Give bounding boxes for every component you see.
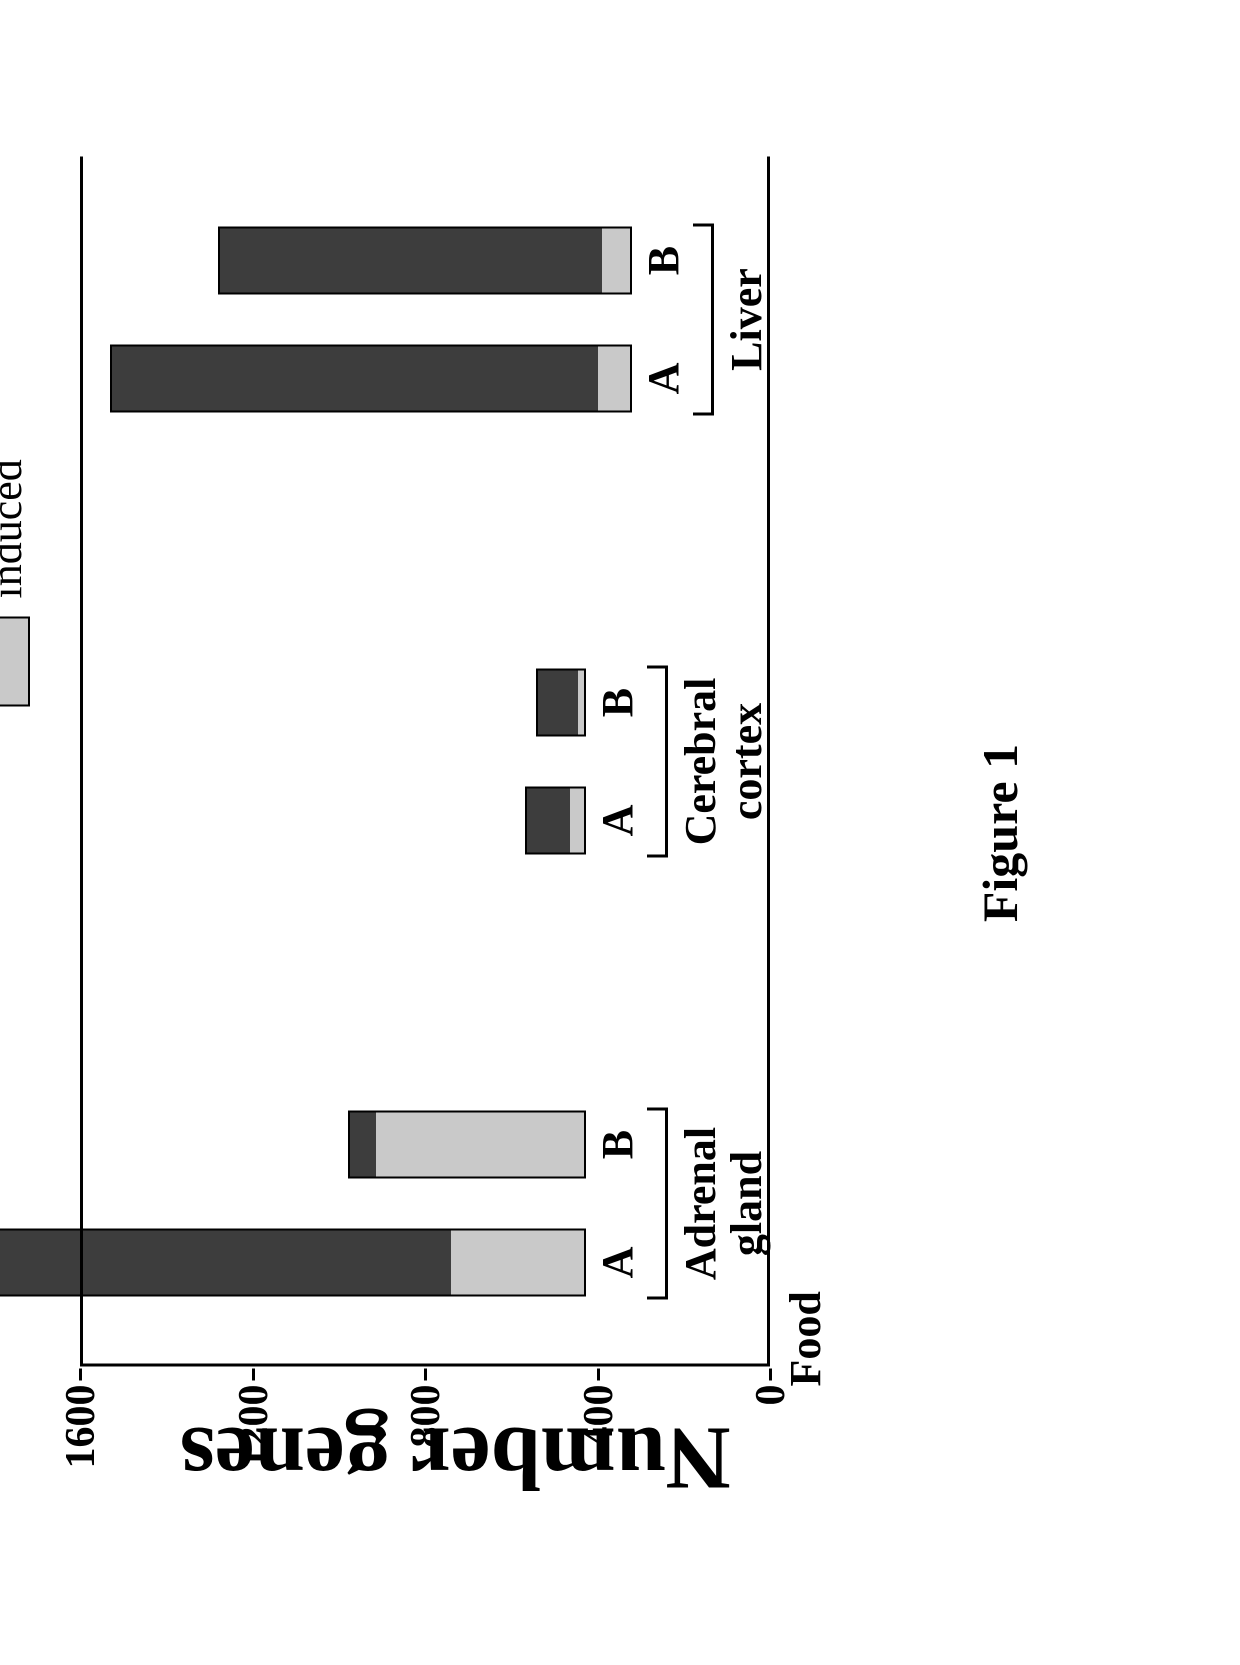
group-bracket <box>647 1107 668 1299</box>
rotated-container: Number genes 040080012001600 repressedin… <box>0 0 1240 1665</box>
bar-pair: AB <box>525 668 642 854</box>
bar-pair: AB <box>110 226 689 412</box>
plot-column: 040080012001600 repressedinduced ABAdren… <box>80 156 831 1366</box>
bar-segment-induced <box>451 1230 584 1294</box>
page: Number genes 040080012001600 repressedin… <box>0 0 1240 1665</box>
chart-row: Number genes 040080012001600 repressedin… <box>80 60 831 1605</box>
group-bracket <box>647 665 668 857</box>
y-tick-label: 800 <box>402 1384 450 1447</box>
bar-label: A <box>592 1246 643 1278</box>
bar-column: B <box>536 668 643 736</box>
y-tick-label: 1600 <box>57 1384 105 1468</box>
bar-segment-repressed <box>350 1112 375 1176</box>
bar-segment-repressed <box>527 788 569 852</box>
bar-column: A <box>525 786 642 854</box>
bar-label: B <box>592 1129 643 1158</box>
legend-swatch <box>0 616 30 706</box>
bar-segment-induced <box>376 1112 584 1176</box>
bar-group: ABAdrenal gland <box>0 1110 770 1296</box>
legend-item-induced: induced <box>0 432 32 706</box>
bar-column: B <box>218 226 689 294</box>
bar-column: B <box>348 1110 642 1178</box>
group-label: Adrenal gland <box>678 1126 770 1279</box>
figure-caption: Figure 1 <box>971 743 1029 921</box>
stacked-bar <box>536 668 586 736</box>
bar-segment-repressed <box>538 670 578 734</box>
group-label: Cerebral cortex <box>678 677 770 845</box>
stacked-bar <box>0 1228 586 1296</box>
bar-label: B <box>592 687 643 716</box>
bar-pair: AB <box>0 1110 643 1296</box>
bar-column: A <box>0 1228 643 1296</box>
bar-segment-induced <box>578 670 584 734</box>
bar-segment-repressed <box>112 346 598 410</box>
group-label: Liver <box>724 268 770 371</box>
y-tick-label: 0 <box>747 1384 795 1405</box>
bar-segment-induced <box>598 346 630 410</box>
group-bracket <box>693 223 714 415</box>
bar-group: ABLiver <box>110 226 770 412</box>
legend: repressedinduced <box>0 432 32 706</box>
bar-segment-induced <box>602 228 630 292</box>
stacked-bar <box>218 226 632 294</box>
stacked-bar <box>525 786 585 854</box>
bar-segment-repressed <box>220 228 602 292</box>
x-origin-label: Food <box>780 176 831 1386</box>
y-tick-label: 400 <box>575 1384 623 1447</box>
stacked-bar <box>110 344 632 412</box>
bar-label: B <box>638 245 689 274</box>
chart: Number genes 040080012001600 repressedin… <box>0 0 1240 1665</box>
bar-segment-induced <box>570 788 584 852</box>
bar-label: A <box>638 362 689 394</box>
legend-label: induced <box>0 459 32 598</box>
bar-group: ABCerebral cortex <box>525 668 770 854</box>
bar-column: A <box>110 344 689 412</box>
y-tick-label: 1200 <box>230 1384 278 1468</box>
stacked-bar <box>348 1110 585 1178</box>
plot-area: 040080012001600 repressedinduced ABAdren… <box>80 156 770 1366</box>
bar-segment-repressed <box>0 1230 451 1294</box>
bar-label: A <box>592 804 643 836</box>
